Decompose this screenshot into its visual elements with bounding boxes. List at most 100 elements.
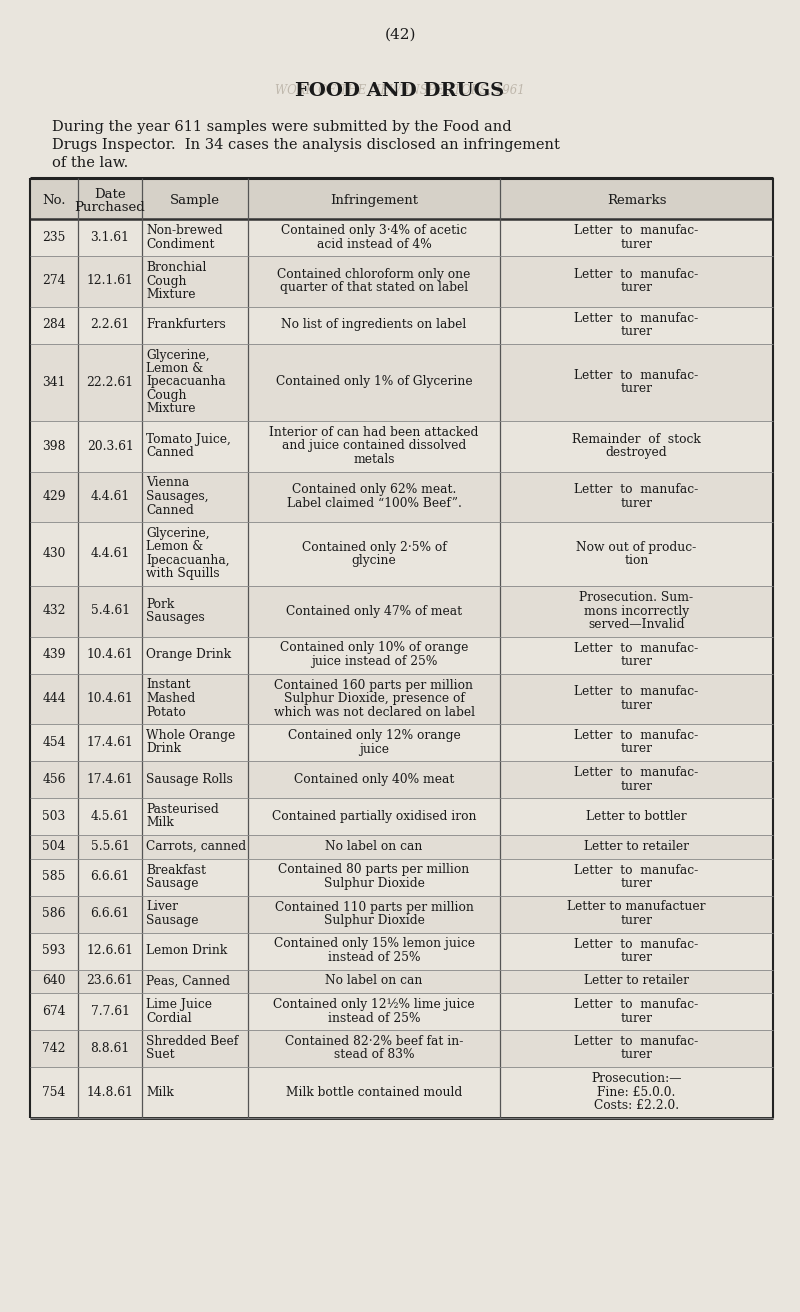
Text: Contained only 47% of meat: Contained only 47% of meat <box>286 605 462 618</box>
Bar <box>30 256 773 307</box>
Text: 284: 284 <box>42 319 66 331</box>
Text: turer: turer <box>621 699 653 711</box>
Text: turer: turer <box>621 951 653 964</box>
Text: Letter  to  manufac-: Letter to manufac- <box>574 642 698 655</box>
Text: Contained only 2·5% of: Contained only 2·5% of <box>302 541 446 554</box>
Text: 429: 429 <box>42 489 66 502</box>
Text: Contained only 15% lemon juice: Contained only 15% lemon juice <box>274 938 474 950</box>
Text: 17.4.61: 17.4.61 <box>86 736 134 749</box>
Text: 10.4.61: 10.4.61 <box>86 648 134 661</box>
Text: 14.8.61: 14.8.61 <box>86 1085 134 1098</box>
Text: Contained only 1% of Glycerine: Contained only 1% of Glycerine <box>276 375 472 388</box>
Text: of the law.: of the law. <box>52 156 128 171</box>
Text: turer: turer <box>621 779 653 792</box>
Bar <box>30 993 773 1030</box>
Text: Letter to retailer: Letter to retailer <box>584 975 689 988</box>
Text: turer: turer <box>621 1048 653 1061</box>
Text: 12.6.61: 12.6.61 <box>86 945 134 958</box>
Text: stead of 83%: stead of 83% <box>334 1048 414 1061</box>
Text: 439: 439 <box>42 648 66 661</box>
Bar <box>30 586 773 636</box>
Text: Whole Orange: Whole Orange <box>146 729 235 743</box>
Text: 456: 456 <box>42 773 66 786</box>
Text: Contained only 12% orange: Contained only 12% orange <box>288 729 460 743</box>
Bar <box>30 761 773 798</box>
Text: turer: turer <box>621 237 653 251</box>
Text: Breakfast: Breakfast <box>146 863 206 876</box>
Text: 274: 274 <box>42 274 66 287</box>
Text: During the year 611 samples were submitted by the Food and: During the year 611 samples were submitt… <box>52 119 512 134</box>
Text: Contained chloroform only one: Contained chloroform only one <box>278 268 470 281</box>
Text: Condiment: Condiment <box>146 237 214 251</box>
Text: No.: No. <box>42 194 66 207</box>
Text: Drugs Inspector.  In 34 cases the analysis disclosed an infringement: Drugs Inspector. In 34 cases the analysi… <box>52 138 560 152</box>
Bar <box>30 178 773 219</box>
Text: Glycerine,: Glycerine, <box>146 349 210 362</box>
Text: Contained only 3·4% of acetic: Contained only 3·4% of acetic <box>281 224 467 237</box>
Text: Letter to retailer: Letter to retailer <box>584 840 689 853</box>
Text: Contained 160 parts per million: Contained 160 parts per million <box>274 678 474 691</box>
Text: Contained 80 parts per million: Contained 80 parts per million <box>278 863 470 876</box>
Text: Remainder  of  stock: Remainder of stock <box>572 433 701 446</box>
Text: 4.5.61: 4.5.61 <box>90 810 130 823</box>
Text: Sample: Sample <box>170 194 220 207</box>
Text: Interior of can had been attacked: Interior of can had been attacked <box>270 426 478 440</box>
Bar <box>30 798 773 834</box>
Text: Pork: Pork <box>146 598 174 611</box>
Bar <box>30 219 773 256</box>
Text: turer: turer <box>621 876 653 890</box>
Text: Drink: Drink <box>146 743 181 756</box>
Text: Mixture: Mixture <box>146 289 195 300</box>
Text: Liver: Liver <box>146 900 178 913</box>
Text: Letter to bottler: Letter to bottler <box>586 810 687 823</box>
Text: turer: turer <box>621 382 653 395</box>
Text: Lemon &: Lemon & <box>146 362 203 375</box>
Bar <box>30 896 773 933</box>
Text: (42): (42) <box>384 28 416 42</box>
Text: Sausage Rolls: Sausage Rolls <box>146 773 233 786</box>
Text: 2.2.61: 2.2.61 <box>90 319 130 331</box>
Text: and juice contained dissolved: and juice contained dissolved <box>282 440 466 453</box>
Text: juice instead of 25%: juice instead of 25% <box>311 655 437 668</box>
Text: Mixture: Mixture <box>146 403 195 416</box>
Text: metals: metals <box>354 453 394 466</box>
Text: 235: 235 <box>42 231 66 244</box>
Text: Lime Juice: Lime Juice <box>146 998 212 1012</box>
Bar <box>30 421 773 471</box>
Bar <box>30 834 773 858</box>
Text: 640: 640 <box>42 975 66 988</box>
Text: served—Invalid: served—Invalid <box>588 618 685 631</box>
Text: Fine: £5.0.0.: Fine: £5.0.0. <box>598 1085 676 1098</box>
Bar <box>30 1030 773 1067</box>
Text: Milk: Milk <box>146 1085 174 1098</box>
Text: glycine: glycine <box>352 554 396 567</box>
Bar <box>30 344 773 421</box>
Text: Contained only 12½% lime juice: Contained only 12½% lime juice <box>273 998 475 1012</box>
Text: 6.6.61: 6.6.61 <box>90 908 130 920</box>
Bar <box>30 933 773 970</box>
Text: mons incorrectly: mons incorrectly <box>584 605 689 618</box>
Text: Sulphur Dioxide, presence of: Sulphur Dioxide, presence of <box>283 691 465 705</box>
Text: Now out of produc-: Now out of produc- <box>576 541 697 554</box>
Text: Milk bottle contained mould: Milk bottle contained mould <box>286 1085 462 1098</box>
Text: Letter  to  manufac-: Letter to manufac- <box>574 483 698 496</box>
Text: 8.8.61: 8.8.61 <box>90 1042 130 1055</box>
Text: acid instead of 4%: acid instead of 4% <box>317 237 431 251</box>
Text: Contained only 10% of orange: Contained only 10% of orange <box>280 642 468 655</box>
Text: Peas, Canned: Peas, Canned <box>146 975 230 988</box>
Text: Mashed: Mashed <box>146 691 195 705</box>
Text: Letter  to  manufac-: Letter to manufac- <box>574 766 698 779</box>
Bar <box>30 1067 773 1118</box>
Text: Letter  to  manufac-: Letter to manufac- <box>574 998 698 1012</box>
Text: No label on can: No label on can <box>326 975 422 988</box>
Text: Sausage: Sausage <box>146 914 198 928</box>
Text: Remarks: Remarks <box>606 194 666 207</box>
Text: Milk: Milk <box>146 816 174 829</box>
Text: Vienna: Vienna <box>146 476 190 489</box>
Text: 10.4.61: 10.4.61 <box>86 691 134 705</box>
Text: 674: 674 <box>42 1005 66 1018</box>
Text: Letter  to  manufac-: Letter to manufac- <box>574 268 698 281</box>
Text: with Squills: with Squills <box>146 568 220 580</box>
Text: No list of ingredients on label: No list of ingredients on label <box>282 319 466 331</box>
Text: 585: 585 <box>42 870 66 883</box>
